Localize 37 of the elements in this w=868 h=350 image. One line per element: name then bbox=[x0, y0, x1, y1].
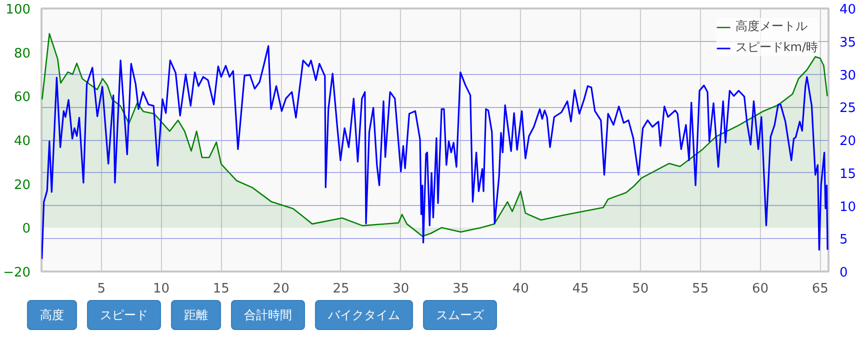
text: バイクタイム bbox=[315, 300, 413, 330]
y2-tick-label: 40 bbox=[840, 2, 856, 18]
text: スピード bbox=[87, 300, 161, 330]
y-tick-label: −20 bbox=[3, 266, 31, 280]
text: スムーズ bbox=[423, 300, 497, 330]
x-tick-label: 25 bbox=[332, 282, 350, 296]
y2-tick-label: 0 bbox=[840, 266, 848, 280]
x-tick-label: 60 bbox=[752, 282, 768, 296]
x-tick-label: 10 bbox=[153, 282, 170, 296]
y-tick-label: 0 bbox=[22, 222, 31, 237]
y2-tick-label: 15 bbox=[840, 166, 856, 182]
x-tick-label: 40 bbox=[512, 282, 529, 296]
y-tick-label: 40 bbox=[14, 134, 31, 149]
y-tick-label: 20 bbox=[14, 178, 31, 193]
y2-tick-label: 25 bbox=[840, 101, 856, 116]
x-tick-label: 65 bbox=[812, 282, 828, 296]
y2-tick-label: 30 bbox=[840, 68, 856, 84]
x-tick-label: 50 bbox=[632, 282, 649, 296]
x-tick-label: 30 bbox=[392, 282, 410, 296]
y2-tick-label: 10 bbox=[840, 200, 856, 215]
x-tick-label: 5 bbox=[97, 282, 106, 296]
x-tick-label: 55 bbox=[692, 282, 709, 296]
text: 高度 bbox=[27, 300, 77, 330]
y-tick-label: 100 bbox=[6, 2, 31, 18]
y2-tick-label: 20 bbox=[840, 134, 856, 149]
x-tick-label: 20 bbox=[272, 282, 290, 296]
x-tick-label: 15 bbox=[212, 282, 230, 296]
legend-label: 高度メートル bbox=[735, 18, 808, 35]
y-tick-label: 60 bbox=[14, 90, 31, 106]
y-tick-label: 80 bbox=[14, 46, 31, 62]
x-tick-label: 45 bbox=[572, 282, 589, 296]
legend-label: スピードkm/時 bbox=[735, 39, 818, 56]
text: 合計時間 bbox=[231, 300, 305, 330]
x-tick-label: 35 bbox=[452, 282, 470, 296]
y2-tick-label: 5 bbox=[840, 232, 848, 248]
y2-tick-label: 35 bbox=[840, 35, 856, 50]
text: 距離 bbox=[171, 300, 221, 330]
